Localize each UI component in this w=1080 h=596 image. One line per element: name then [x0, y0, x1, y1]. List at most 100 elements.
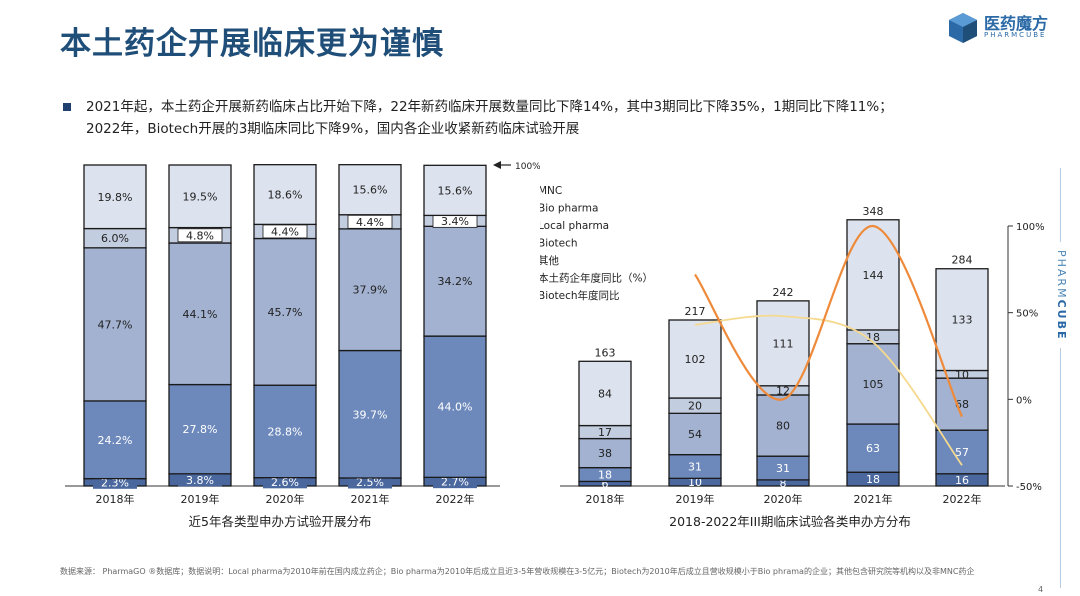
data-label: 3.4%	[441, 215, 469, 228]
data-label: 102	[685, 353, 706, 366]
legend-label: 本土药企年度同比（%）	[540, 272, 653, 285]
data-label: 45.7%	[268, 306, 303, 319]
bar-segment	[168, 383, 232, 475]
data-label: 15.6%	[438, 184, 473, 197]
data-label: 38	[598, 447, 612, 460]
bar-segment	[83, 247, 147, 402]
data-label: 19.5%	[183, 190, 218, 203]
data-label: 4.4%	[271, 225, 299, 238]
data-label: 2.5%	[356, 476, 384, 489]
legend-label: Bio pharma	[540, 203, 598, 215]
x-tick-label: 2021年	[854, 492, 893, 506]
total-label: 242	[773, 286, 794, 299]
y2-tick-label: 50%	[1016, 309, 1038, 320]
bar-segment	[83, 164, 147, 230]
data-label: 18	[866, 331, 880, 344]
legend-label: 其他	[540, 254, 559, 267]
data-label: 2.7%	[441, 476, 469, 489]
y2-tick-label: -50%	[1016, 482, 1042, 493]
top-marker-label: 100%	[515, 162, 540, 172]
sponsor-share-chart: 2.3% 24.2% 47.7% 6.0% 19.8% 2018年 3.8% 27.8% 44.…	[65, 161, 540, 529]
chart-title: 近5年各类型申办方试验开展分布	[189, 514, 372, 529]
x-tick-label: 2021年	[351, 492, 390, 506]
total-label: 348	[863, 205, 884, 218]
biotech-yoy-line	[694, 224, 963, 418]
x-tick-label: 2020年	[764, 492, 803, 506]
bar-segment	[338, 164, 402, 216]
legend-label: Local pharma	[540, 220, 609, 232]
data-label: 2.3%	[101, 476, 129, 489]
data-label: 57	[955, 446, 969, 459]
logo-subtext: PHARMCUBE	[984, 31, 1047, 39]
brand-logo: 医药魔方 PHARMCUBE	[948, 10, 1068, 46]
data-label: 37.9%	[353, 284, 388, 297]
bar-segment	[338, 228, 402, 352]
data-label: 84	[598, 387, 612, 400]
bar-segment	[338, 349, 402, 479]
page-title: 本土药企开展临床更为谨慎	[60, 26, 444, 62]
logo-text: 医药魔方	[984, 14, 1049, 33]
bar-segment	[253, 164, 317, 226]
footnote: 数据来源： PharmaGO ®数据库；数据说明：Local pharma为20…	[60, 567, 975, 576]
bar-segment	[935, 268, 989, 372]
data-label-box	[177, 228, 223, 243]
x-tick-label: 2018年	[586, 492, 625, 506]
data-label: 28.8%	[268, 425, 303, 438]
side-divider-top	[1060, 168, 1061, 242]
data-label: 105	[863, 378, 884, 391]
side-brand-a: PHARM	[1055, 250, 1068, 300]
total-label: 163	[595, 346, 616, 359]
page-number: 4	[1038, 585, 1044, 594]
data-label: 18	[866, 473, 880, 486]
data-label-box	[178, 473, 222, 487]
bar-segment	[253, 384, 317, 479]
data-label: 31	[688, 460, 702, 473]
data-label: 6.0%	[101, 232, 129, 245]
data-label: 27.8%	[183, 423, 218, 436]
x-tick-label: 2018年	[96, 492, 135, 506]
legend-label: Biotech年度同比	[540, 289, 620, 302]
bar-segment	[253, 237, 317, 386]
data-label: 6	[602, 478, 609, 491]
total-label: 284	[952, 254, 973, 267]
y2-tick-label: 0%	[1016, 395, 1032, 406]
data-label: 54	[688, 428, 702, 441]
bar-segment	[423, 164, 487, 217]
data-label: 8	[780, 477, 787, 490]
x-tick-label: 2022年	[943, 492, 982, 506]
bar-segment	[668, 412, 722, 456]
bar-segment	[168, 164, 232, 229]
side-brand: PHARMCUBE	[1054, 250, 1068, 340]
data-label-box	[433, 475, 477, 489]
y2-tick-label: 100%	[1016, 222, 1045, 233]
data-label: 17	[598, 426, 612, 439]
arrow-icon	[493, 161, 501, 169]
data-label: 47.7%	[98, 318, 133, 331]
side-brand-b: CUBE	[1055, 299, 1068, 341]
cube-logo-icon	[949, 13, 977, 43]
data-label: 44.0%	[438, 401, 473, 414]
summary-line-2: 2022年，Biotech开展的3期临床同比下降9%，国内各企业收紧新药临床试验…	[86, 121, 580, 137]
bar-segment	[935, 377, 989, 431]
data-label-box	[348, 475, 392, 489]
bar-segment	[846, 423, 900, 473]
summary-line-1: 2021年起，本土药企开展新药临床占比开始下降，22年新药临床开展数量同比下降1…	[86, 99, 893, 115]
data-label: 20	[688, 400, 702, 413]
data-label: 16	[955, 474, 969, 487]
bar-segment	[668, 319, 722, 399]
data-label: 31	[776, 462, 790, 475]
x-tick-label: 2022年	[436, 492, 475, 506]
data-label: 2.6%	[271, 476, 299, 489]
x-tick-label: 2019年	[181, 492, 220, 506]
data-label: 10	[955, 368, 969, 381]
data-label: 39.7%	[353, 408, 388, 421]
data-label: 4.4%	[356, 216, 384, 229]
bar-segment	[846, 343, 900, 425]
x-tick-label: 2020年	[266, 492, 305, 506]
data-label-box	[263, 475, 307, 489]
data-label: 144	[863, 269, 884, 282]
data-label: 18.6%	[268, 189, 303, 202]
summary-text: 2021年起，本土药企开展新药临床占比开始下降，22年新药临床开展数量同比下降1…	[86, 96, 1046, 140]
data-label: 34.2%	[438, 275, 473, 288]
data-label: 63	[866, 442, 880, 455]
